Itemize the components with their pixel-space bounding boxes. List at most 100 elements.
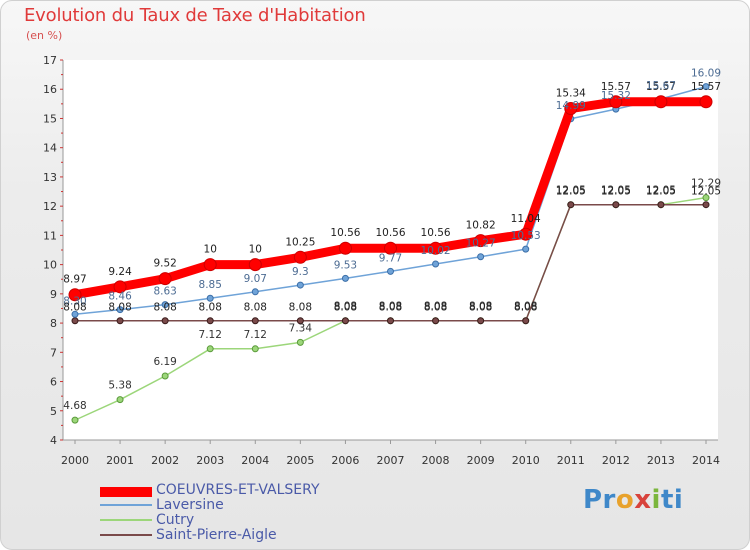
x-tick-label: 2010 xyxy=(512,454,540,467)
data-point xyxy=(702,83,710,91)
data-point xyxy=(161,372,169,380)
data-label: 12.05 xyxy=(601,185,631,197)
x-tick-label: 2005 xyxy=(286,454,314,467)
data-point xyxy=(387,267,394,275)
data-point xyxy=(116,306,124,314)
data-point xyxy=(564,102,578,116)
data-point xyxy=(429,241,443,255)
data-label: 15.32 xyxy=(601,90,631,102)
data-label: 8.08 xyxy=(424,302,447,314)
data-point xyxy=(251,288,259,296)
data-label: 9.24 xyxy=(108,266,132,278)
y-tick-label: 12 xyxy=(43,200,57,213)
line-chart: 4 5 6 7 8 9 10 11 12 13 14 15 16 17 2000 2001 2002 2003 20… xyxy=(43,54,721,467)
y-tick-label: 15 xyxy=(43,112,57,125)
y-tick-label: 16 xyxy=(43,83,57,96)
data-point xyxy=(654,95,668,109)
y-tick-label: 10 xyxy=(43,259,57,272)
data-label: 8.08 xyxy=(199,302,222,314)
y-tick-label: 6 xyxy=(50,376,57,389)
data-label: 7.34 xyxy=(289,322,313,334)
data-label: 15.34 xyxy=(556,88,586,100)
data-label: 8.08 xyxy=(244,302,267,314)
data-point xyxy=(384,241,397,255)
data-point xyxy=(113,280,127,294)
data-point xyxy=(477,317,485,325)
x-tick-label: 2013 xyxy=(647,454,675,467)
data-point xyxy=(296,317,304,325)
y-tick-label: 9 xyxy=(50,288,57,301)
data-label: 12.29 xyxy=(691,178,721,190)
data-point xyxy=(432,317,440,325)
data-label: 8.08 xyxy=(514,302,537,314)
y-tick-label: 4 xyxy=(50,434,57,447)
data-label: 8.46 xyxy=(108,291,132,303)
legend-swatch xyxy=(100,519,152,521)
y-tick-label: 5 xyxy=(50,405,57,418)
data-label: 10.56 xyxy=(375,227,405,239)
data-label: 9.77 xyxy=(379,252,402,264)
x-tick-label: 2014 xyxy=(692,454,720,467)
data-point xyxy=(206,294,214,302)
data-label: 8.08 xyxy=(63,302,86,314)
data-label: 8.97 xyxy=(63,274,86,286)
data-label: 6.19 xyxy=(153,356,176,368)
x-tick-label: 2000 xyxy=(61,454,89,467)
data-label: 8.08 xyxy=(379,301,402,313)
data-label: 9.07 xyxy=(244,273,267,285)
data-label: 7.12 xyxy=(244,329,267,341)
data-point xyxy=(387,317,394,325)
data-point xyxy=(251,345,259,353)
data-label: 8.85 xyxy=(199,279,222,291)
data-point xyxy=(206,345,214,353)
data-point xyxy=(251,317,259,325)
data-point xyxy=(341,274,349,282)
data-label: 15.57 xyxy=(601,81,631,93)
data-label: 15.57 xyxy=(646,81,676,93)
data-label: 10 xyxy=(204,244,217,256)
data-point xyxy=(522,245,530,253)
data-point xyxy=(522,317,530,325)
x-tick-label: 2006 xyxy=(331,454,359,467)
data-point xyxy=(519,227,533,241)
legend-swatch xyxy=(100,534,152,536)
data-label: 10.82 xyxy=(466,220,496,232)
data-point xyxy=(612,201,620,209)
data-point xyxy=(158,272,172,286)
data-label: 8.08 xyxy=(289,302,312,314)
data-label: 10.56 xyxy=(330,227,360,239)
data-point xyxy=(293,250,307,264)
data-point xyxy=(296,281,304,289)
data-point xyxy=(161,301,169,309)
data-label: 12.05 xyxy=(646,186,676,198)
data-label: 8.08 xyxy=(514,301,537,313)
data-point xyxy=(296,338,304,346)
data-label: 8.08 xyxy=(334,302,357,314)
data-point xyxy=(474,234,488,248)
data-point xyxy=(248,258,262,272)
data-label: 12.05 xyxy=(691,186,721,198)
data-point xyxy=(341,317,349,325)
data-point xyxy=(699,95,713,109)
y-tick-label: 17 xyxy=(43,54,57,67)
legend-swatch xyxy=(100,487,152,497)
data-label: 8.30 xyxy=(63,295,86,307)
data-label: 8.08 xyxy=(469,301,492,313)
data-label: 10.56 xyxy=(421,227,451,239)
data-point xyxy=(702,194,710,202)
chart-title: Evolution du Taux de Taxe d'Habitation xyxy=(24,5,366,26)
data-point xyxy=(609,95,623,109)
data-point xyxy=(68,288,82,302)
data-label: 8.63 xyxy=(153,286,176,298)
data-label: 16.09 xyxy=(691,68,721,80)
x-tick-label: 2007 xyxy=(377,454,405,467)
data-label: 12.05 xyxy=(646,185,676,197)
data-label: 9.53 xyxy=(334,259,357,271)
data-label: 9.3 xyxy=(292,266,309,278)
data-point xyxy=(432,260,440,268)
data-label: 10 xyxy=(249,244,262,256)
data-label: 5.38 xyxy=(108,380,131,392)
data-label: 12.05 xyxy=(556,186,586,198)
data-label: 14.99 xyxy=(556,100,586,112)
x-tick-label: 2011 xyxy=(557,454,585,467)
